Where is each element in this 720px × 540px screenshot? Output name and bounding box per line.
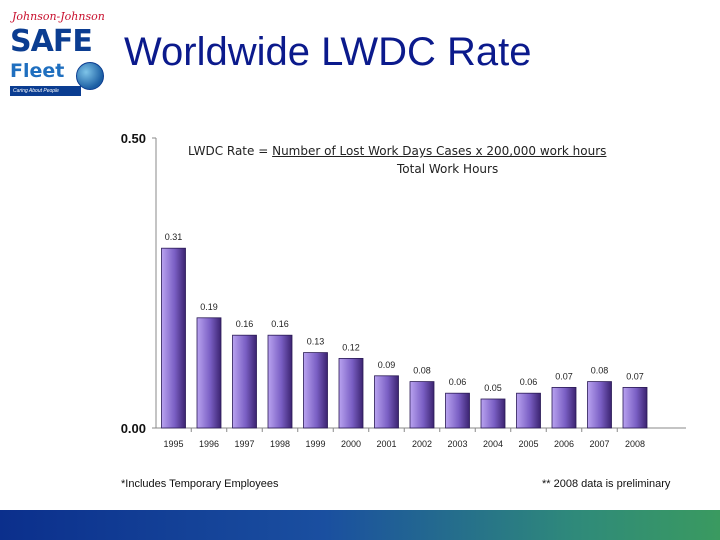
x-tick-label: 2001 <box>376 439 396 449</box>
footer-bar <box>0 510 720 540</box>
x-tick-label: 1999 <box>305 439 325 449</box>
logo-brand-top: Johnson-Johnson <box>12 10 105 23</box>
formula-prefix: LWDC Rate = <box>188 144 273 158</box>
bar-value-label: 0.12 <box>342 342 360 352</box>
x-tick-label: 2006 <box>554 439 574 449</box>
formula: LWDC Rate = Number of Lost Work Days Cas… <box>188 143 658 176</box>
bar-value-label: 0.06 <box>520 377 538 387</box>
bar <box>303 352 328 429</box>
y-tick-label: 0.00 <box>121 421 146 436</box>
x-tick-label: 2007 <box>589 439 609 449</box>
formula-denominator: Total Work Hours <box>397 162 499 176</box>
bar-value-label: 0.07 <box>626 371 644 381</box>
bar <box>551 386 577 429</box>
bar <box>374 375 399 429</box>
bar <box>516 392 541 429</box>
bar <box>161 247 186 429</box>
x-tick-label: 1997 <box>234 439 254 449</box>
slide-title: Worldwide LWDC Rate <box>124 30 532 74</box>
bar-value-label: 0.05 <box>484 383 502 393</box>
x-tick-label: 2000 <box>341 439 361 449</box>
bar-value-label: 0.09 <box>378 360 396 370</box>
bar-value-label: 0.08 <box>413 366 431 376</box>
bar-value-label: 0.13 <box>307 337 325 347</box>
safe-fleet-logo: Johnson-Johnson SAFE Fleet Caring About … <box>6 8 106 96</box>
logo-brand-fleet: Fleet <box>10 60 65 82</box>
footnote-temporary-employees: *Includes Temporary Employees <box>121 478 279 490</box>
bar <box>587 381 612 429</box>
bar <box>480 398 506 429</box>
x-tick-label: 1998 <box>270 439 290 449</box>
x-tick-label: 2003 <box>447 439 467 449</box>
bar <box>338 357 364 429</box>
x-tick-label: 2005 <box>518 439 538 449</box>
logo-tagline: Caring About People <box>10 86 81 96</box>
bar <box>196 317 222 429</box>
bar-value-label: 0.19 <box>200 302 218 312</box>
y-tick-label: 0.50 <box>121 131 146 146</box>
bar-value-label: 0.06 <box>449 377 467 387</box>
x-tick-label: 1995 <box>163 439 183 449</box>
bar <box>622 386 648 429</box>
formula-numerator: Number of Lost Work Days Cases x 200,000… <box>272 144 607 158</box>
bar-value-label: 0.07 <box>555 371 573 381</box>
bar <box>232 334 257 429</box>
x-tick-label: 2008 <box>625 439 645 449</box>
bar-value-label: 0.16 <box>271 319 289 329</box>
bar <box>445 392 470 429</box>
bar-value-label: 0.08 <box>591 366 609 376</box>
logo-brand-safe: SAFE <box>10 24 93 59</box>
bar <box>409 381 435 429</box>
footnote-preliminary: ** 2008 data is preliminary <box>542 478 671 490</box>
x-tick-label: 1996 <box>199 439 219 449</box>
bar-value-label: 0.31 <box>165 232 183 242</box>
bar-value-label: 0.16 <box>236 319 254 329</box>
x-tick-label: 2004 <box>483 439 503 449</box>
x-tick-label: 2002 <box>412 439 432 449</box>
bar <box>267 334 293 429</box>
globe-icon <box>76 62 104 90</box>
